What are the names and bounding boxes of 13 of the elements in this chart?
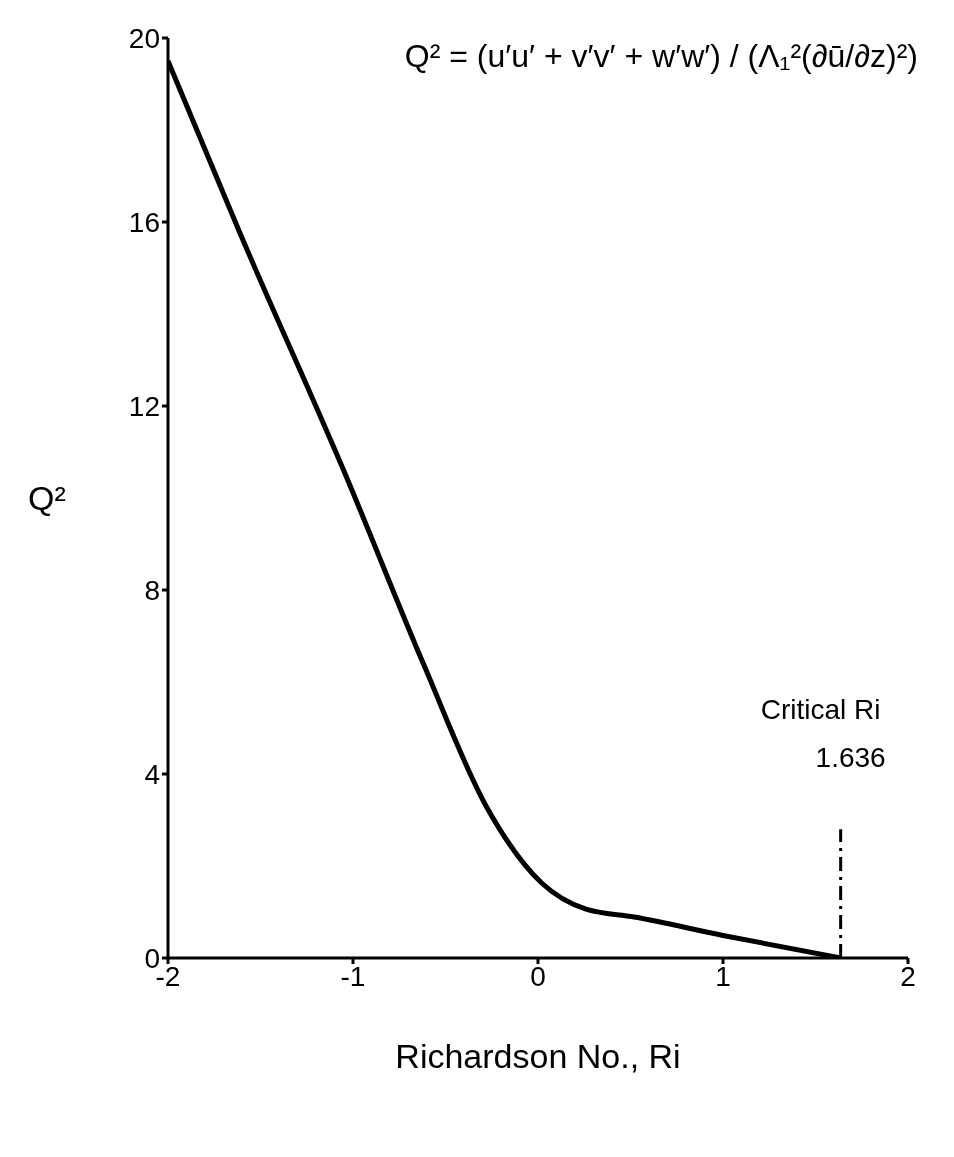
x-tick-label: -1 [340, 960, 366, 992]
x-tick-label: 2 [900, 960, 916, 992]
y-tick-label: 20 [128, 22, 160, 54]
y-axis-title: Q² [28, 479, 66, 518]
x-tick-label: 1 [715, 960, 731, 992]
ref-line-label: Critical Ri 1.636 [760, 694, 886, 774]
x-axis-title: Richardson No., Ri [395, 1037, 681, 1075]
y-tick-label: 4 [144, 758, 160, 790]
annotation: Q² = (u′u′ + v′v′ + w′w′) / (Λ₁²(∂ū/∂z)²) [404, 38, 918, 75]
y-tick-label: 16 [128, 206, 160, 238]
y-tick-label: 12 [128, 390, 160, 422]
y-tick-label: 8 [144, 574, 160, 606]
x-tick-label: 0 [530, 960, 546, 992]
